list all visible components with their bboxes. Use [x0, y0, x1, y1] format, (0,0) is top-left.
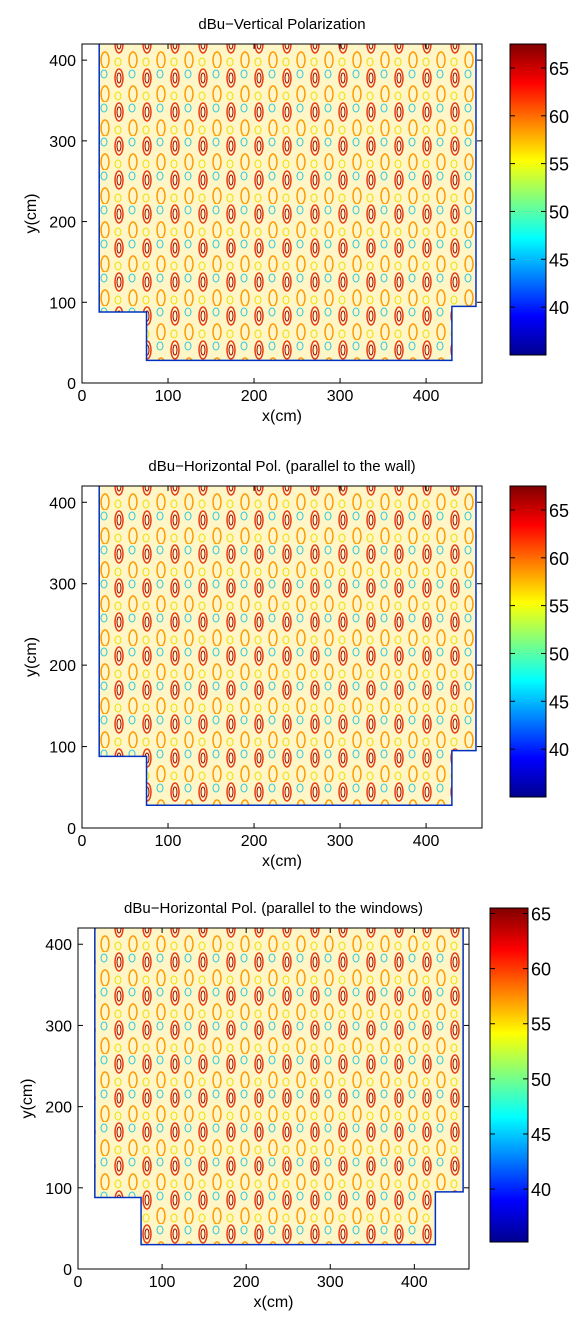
- colorbar-label: 60: [549, 549, 569, 569]
- colorbar-label: 65: [531, 905, 551, 925]
- y-tick-label: 300: [49, 134, 76, 151]
- y-tick-label: 0: [67, 821, 76, 838]
- y-axis-label: y(cm): [19, 1079, 36, 1119]
- x-tick-label: 200: [241, 388, 268, 405]
- y-tick-label: 200: [45, 1100, 72, 1117]
- colorbar: [509, 485, 547, 798]
- chart-title: dBu−Horizontal Pol. (parallel to the wal…: [148, 458, 415, 475]
- x-tick-label: 100: [155, 388, 182, 405]
- x-tick-label: 0: [78, 833, 87, 850]
- axes-box: [77, 927, 470, 1270]
- region-boundary: [98, 44, 477, 362]
- axes-box: [81, 43, 483, 384]
- y-tick-label: 200: [49, 215, 76, 232]
- y-axis-label: y(cm): [23, 194, 40, 234]
- x-tick-label: 300: [327, 388, 354, 405]
- y-tick-label: 0: [67, 376, 76, 393]
- y-tick-label: 400: [49, 495, 76, 512]
- contour-field: [99, 44, 476, 361]
- region-boundary: [94, 928, 464, 1246]
- y-tick-label: 100: [49, 740, 76, 757]
- x-tick-label: 400: [413, 833, 440, 850]
- x-tick-label: 100: [149, 1274, 176, 1291]
- y-tick-label: 200: [49, 658, 76, 675]
- colorbar-label: 45: [549, 250, 569, 270]
- y-tick-label: 300: [49, 577, 76, 594]
- x-tick-label: 100: [155, 833, 182, 850]
- colorbar-label: 55: [531, 1015, 551, 1035]
- colorbar-label: 50: [549, 202, 569, 222]
- colorbar-label: 60: [549, 107, 569, 127]
- y-tick-label: 100: [49, 295, 76, 312]
- colorbar-label: 65: [549, 501, 569, 521]
- colorbar-label: 50: [531, 1070, 551, 1090]
- x-tick-label: 300: [327, 833, 354, 850]
- colorbar-label: 65: [549, 59, 569, 79]
- colorbar-label: 50: [549, 644, 569, 664]
- region-boundary: [98, 486, 477, 806]
- x-axis-label: x(cm): [262, 853, 302, 870]
- x-tick-label: 0: [78, 388, 87, 405]
- chart-title: dBu−Vertical Polarization: [198, 16, 365, 33]
- colorbar-label: 60: [531, 960, 551, 980]
- colorbar-label: 45: [549, 692, 569, 712]
- colorbar: [509, 43, 547, 356]
- colorbar: [489, 907, 529, 1243]
- y-tick-label: 400: [49, 53, 76, 70]
- x-tick-label: 200: [241, 833, 268, 850]
- colorbar-label: 40: [549, 740, 569, 760]
- colorbar-label: 40: [531, 1180, 551, 1200]
- axes-box: [81, 485, 483, 829]
- colorbar-label: 55: [549, 155, 569, 175]
- y-tick-label: 400: [45, 937, 72, 954]
- y-tick-label: 100: [45, 1181, 72, 1198]
- x-axis-label: x(cm): [254, 1294, 294, 1311]
- x-tick-label: 0: [74, 1274, 83, 1291]
- y-tick-label: 0: [63, 1262, 72, 1279]
- colorbar-label: 40: [549, 298, 569, 318]
- x-tick-label: 200: [233, 1274, 260, 1291]
- chart-title: dBu−Horizontal Pol. (parallel to the win…: [124, 900, 423, 917]
- x-tick-label: 300: [317, 1274, 344, 1291]
- y-axis-label: y(cm): [23, 637, 40, 677]
- x-tick-label: 400: [401, 1274, 428, 1291]
- x-tick-label: 400: [413, 388, 440, 405]
- colorbar-label: 55: [549, 597, 569, 617]
- contour-field: [99, 486, 476, 806]
- contour-field: [94, 928, 464, 1245]
- x-axis-label: x(cm): [262, 408, 302, 425]
- y-tick-label: 300: [45, 1018, 72, 1035]
- colorbar-label: 45: [531, 1125, 551, 1145]
